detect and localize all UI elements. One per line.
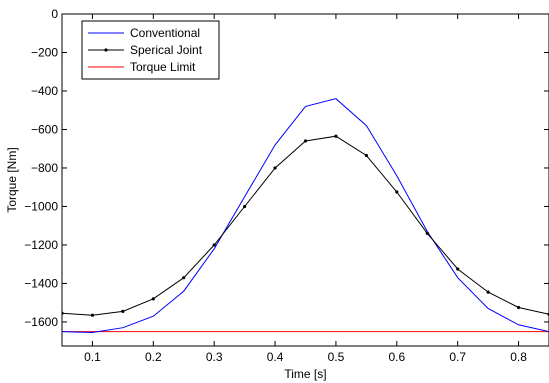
data-point — [62, 311, 64, 315]
y-tick-label: 0 — [51, 7, 58, 21]
legend-label-torque-limit: Torque Limit — [130, 60, 196, 74]
data-point — [182, 276, 186, 280]
x-axis-label: Time [s] — [284, 367, 326, 381]
data-point — [486, 290, 490, 294]
y-tick-label: −400 — [31, 84, 58, 98]
x-tick-label: 0.4 — [267, 350, 284, 364]
data-point — [273, 166, 277, 170]
y-tick-label: −1400 — [24, 276, 58, 290]
data-point — [334, 134, 338, 138]
data-point — [456, 267, 460, 271]
series-layer — [62, 98, 549, 334]
x-tick-label: 0.8 — [510, 350, 527, 364]
y-tick-label: −800 — [31, 161, 58, 175]
x-tick-label: 0.5 — [328, 350, 345, 364]
data-point — [425, 231, 429, 236]
x-tick-label: 0.1 — [84, 350, 101, 364]
series-sperical-joint — [62, 134, 549, 317]
legend-label-sperical-joint: Sperical Joint — [130, 43, 203, 57]
legend: Conventional Sperical Joint Torque Limit — [81, 20, 220, 80]
x-axis: 0.1 0.2 0.3 0.4 0.5 0.6 0.7 0.8 — [84, 14, 527, 364]
y-axis-label: Torque [Nm] — [5, 147, 19, 212]
x-tick-label: 0.3 — [206, 350, 223, 364]
data-point — [516, 305, 521, 310]
y-tick-label: −1200 — [24, 238, 58, 252]
series-conventional — [62, 98, 549, 334]
x-tick-label: 0.2 — [145, 350, 162, 364]
legend-marker — [104, 48, 108, 52]
data-point — [151, 297, 155, 301]
data-point — [364, 153, 368, 158]
y-tick-label: −1000 — [24, 199, 58, 213]
data-point — [121, 309, 125, 313]
y-tick-label: −600 — [31, 122, 58, 136]
data-point — [90, 313, 95, 317]
data-point — [212, 243, 216, 247]
data-point — [243, 204, 247, 209]
x-tick-label: 0.6 — [388, 350, 405, 364]
x-tick-label: 0.7 — [449, 350, 466, 364]
data-point — [303, 139, 308, 143]
y-axis: 0 −200 −400 −600 −800 −1000 −1200 −1400 −1600 — [24, 7, 549, 329]
y-tick-label: −200 — [31, 45, 58, 59]
series-line-conventional — [62, 98, 549, 334]
y-tick-label: −1600 — [24, 315, 58, 329]
data-point — [395, 190, 399, 194]
legend-label-conventional: Conventional — [130, 26, 200, 40]
